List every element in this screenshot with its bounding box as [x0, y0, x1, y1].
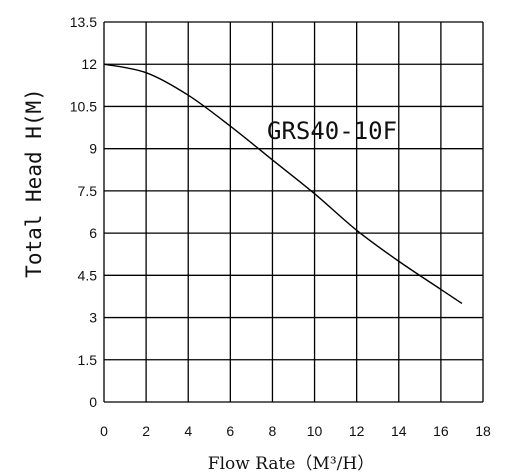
x-tick-label: 12	[349, 423, 365, 439]
vertical-gridlines	[103, 22, 484, 402]
y-axis-title: Total Head H(M)	[22, 88, 46, 278]
x-tick-label: 18	[475, 423, 491, 439]
x-tick-label: 4	[184, 423, 192, 439]
y-tick-label: 13.5	[70, 14, 97, 30]
x-tick-label: 2	[142, 423, 150, 439]
y-tick-label: 12	[81, 56, 97, 72]
y-tick-label: 9	[89, 141, 97, 157]
x-tick-label: 10	[307, 423, 323, 439]
y-tick-label: 7.5	[78, 183, 98, 199]
series-label: GRS40-10F	[267, 117, 397, 145]
x-tick-labels: 0 2 4 6 8 10 12 14 16 18	[100, 423, 491, 439]
x-tick-label: 6	[226, 423, 234, 439]
x-tick-label: 8	[269, 423, 277, 439]
y-tick-labels: 0 1.5 3 4.5 6 7.5 9 10.5 12 13.5	[70, 14, 97, 410]
x-tick-label: 0	[100, 423, 108, 439]
y-tick-label: 0	[89, 394, 97, 410]
y-tick-label: 10.5	[70, 98, 97, 114]
series-line	[103, 63, 463, 305]
y-tick-label: 3	[89, 310, 97, 326]
x-tick-label: 16	[433, 423, 449, 439]
x-tick-label: 14	[391, 423, 407, 439]
y-tick-label: 4.5	[78, 267, 98, 283]
y-tick-label: 6	[89, 225, 97, 241]
x-axis-title: Flow Rate（M³/H）	[208, 454, 374, 474]
y-tick-label: 1.5	[78, 352, 98, 368]
